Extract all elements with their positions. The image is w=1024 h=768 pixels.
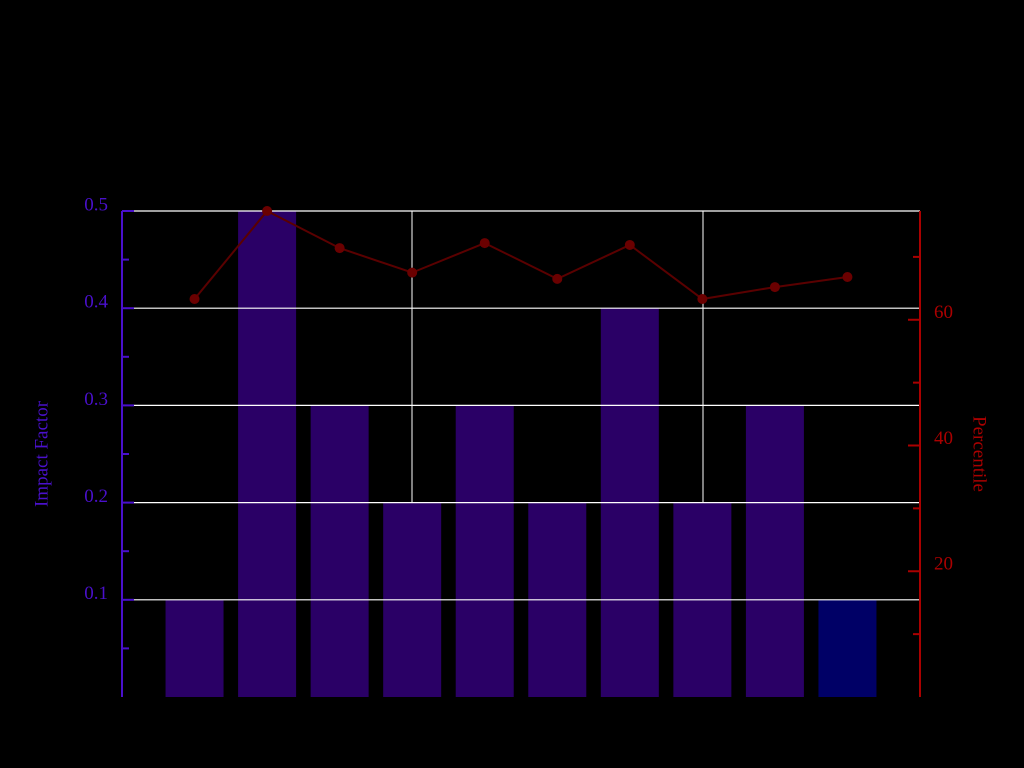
point (769, 282, 780, 293)
point (189, 294, 200, 305)
point (407, 267, 418, 278)
y2-tick-label: 20 (934, 554, 953, 575)
y2-tick-label: 60 (934, 302, 953, 323)
bar (310, 405, 369, 697)
y-tick-label: 0.3 (84, 389, 108, 410)
y2-tick-label: 40 (934, 428, 953, 449)
point (262, 206, 273, 216)
point (842, 272, 853, 283)
bar (745, 405, 804, 697)
y-axis-label: Impact Factor (31, 400, 52, 507)
point (334, 243, 345, 254)
bar (165, 599, 224, 697)
y-tick-label: 0.4 (84, 292, 108, 313)
bar (238, 211, 297, 697)
y-tick-label: 0.5 (84, 194, 108, 215)
point (697, 294, 708, 305)
point (479, 238, 490, 249)
point (552, 273, 563, 284)
y2-axis-label: Percentile (969, 416, 990, 492)
line (193, 209, 848, 301)
bar (455, 405, 514, 697)
y-tick-label: 0.1 (84, 583, 108, 604)
point (624, 239, 635, 250)
y-tick-label: 0.2 (84, 486, 108, 507)
bar (818, 599, 877, 697)
